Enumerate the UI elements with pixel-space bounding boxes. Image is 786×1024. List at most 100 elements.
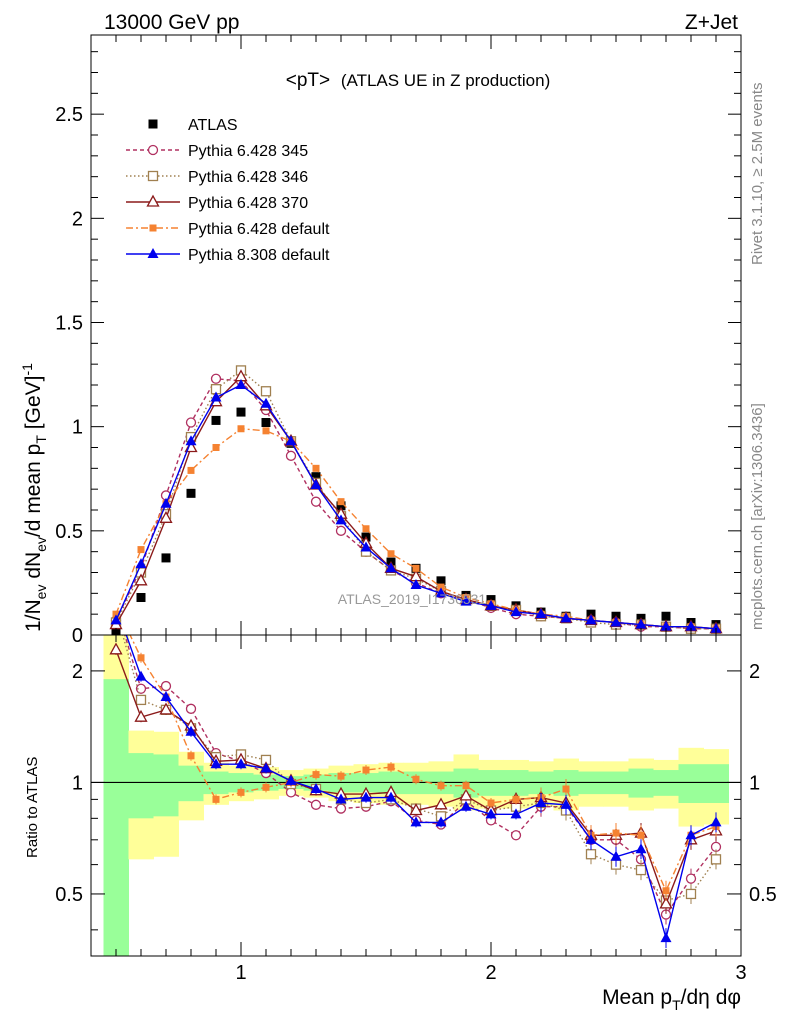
ratio-data-point (635, 864, 647, 876)
ratio-data-point (560, 798, 572, 809)
data-point (685, 620, 697, 631)
data-point (410, 579, 422, 589)
y-tick-label: 2.5 (55, 104, 83, 126)
ratio-data-point (485, 808, 497, 819)
data-point (437, 583, 445, 591)
uncertainty-band-1sigma (628, 768, 654, 798)
data-point (210, 391, 222, 402)
data-point (585, 614, 597, 625)
data-point (137, 546, 145, 554)
ratio-y-tick-label-right: 1 (749, 772, 760, 794)
data-point (310, 496, 322, 507)
data-point (187, 466, 195, 474)
ratio-data-point (109, 642, 123, 655)
legend: ATLAS Pythia 6.428 345 Pythia 6.428 346 Pyt… (126, 117, 330, 264)
main-y-axis-label: 1/Nev dNev/d mean pT [GeV]-1 (19, 363, 49, 632)
ratio-panel: 0.5 0.5 1 1 2 2 1 2 3 Ratio to ATLAS Mean pT/dη… (24, 634, 777, 1013)
ratio-data-point (635, 843, 647, 854)
legend-label: Pythia 6.428 345 (188, 143, 308, 160)
main-panel: 0 0.5 1 1.5 2 2.5 <pT> (ATLAS UE in Z product… (19, 34, 742, 647)
legend-marker (146, 194, 160, 207)
legend-marker (147, 170, 159, 182)
data-point (412, 564, 420, 572)
data-point (335, 514, 347, 525)
data-point (136, 593, 146, 602)
ratio-data-point (160, 680, 172, 692)
ratio-series-line (121, 635, 717, 902)
ratio-data-point (512, 795, 520, 803)
data-point (485, 599, 497, 610)
ratio-data-point (462, 782, 470, 790)
ratio-data-point (387, 763, 395, 771)
data-point (159, 510, 173, 523)
ratio-data-point (285, 787, 297, 798)
ratio-data-point (134, 709, 148, 722)
rivet-version-label: Rivet 3.1.10, ≥ 2.5M events (749, 83, 766, 266)
ratio-data-point (460, 800, 472, 811)
ratio-data-point (487, 799, 495, 807)
y-tick-label: 2 (72, 208, 83, 230)
main-plot-title-sub: (ATLAS UE in Z production) (341, 71, 550, 90)
data-point (110, 614, 122, 625)
data-point (135, 558, 147, 569)
ratio-data-point (510, 830, 522, 841)
header-final-state: Z+Jet (685, 11, 738, 34)
uncertainty-band-1sigma (103, 679, 129, 956)
ratio-data-point (662, 887, 670, 895)
data-point (610, 616, 622, 627)
ratio-data-point (312, 771, 320, 779)
ratio-data-point (310, 799, 322, 810)
ratio-data-point (562, 785, 570, 793)
data-point (212, 444, 220, 451)
data-point (436, 576, 446, 586)
data-point (362, 525, 370, 533)
ratio-data-point (160, 691, 172, 702)
ratio-y-tick-label: 2 (72, 661, 83, 683)
data-point (337, 498, 345, 506)
ratio-data-point (660, 932, 672, 943)
ratio-data-point (310, 782, 322, 793)
ratio-data-point (210, 758, 222, 769)
uncertainty-band-1sigma (678, 764, 704, 803)
data-point (285, 435, 297, 446)
series-5 (110, 379, 722, 633)
data-point (237, 425, 245, 433)
data-point (661, 611, 671, 621)
legend-label: Pythia 8.308 default (188, 247, 330, 264)
main-plot-title: <pT> (ATLAS UE in Z production) (286, 70, 551, 91)
uncertainty-band-1sigma (153, 754, 179, 817)
ratio-data-point (610, 850, 622, 861)
ratio-data-point (585, 849, 597, 860)
data-point (385, 562, 397, 573)
ratio-data-point (159, 702, 173, 715)
ratio-data-point (135, 683, 147, 694)
header-process: 13000 GeV pp (104, 11, 239, 34)
data-point (134, 573, 148, 586)
data-point (161, 553, 171, 563)
data-point (211, 415, 221, 425)
ratio-data-point (710, 816, 722, 827)
ratio-data-point (535, 796, 547, 807)
ratio-data-point (185, 725, 197, 736)
data-point (336, 501, 346, 511)
data-point (535, 608, 547, 619)
x-tick-label: 1 (235, 962, 246, 984)
y-tick-label: 1 (72, 417, 83, 439)
ratio-data-point (235, 758, 247, 769)
data-point (460, 595, 472, 606)
data-point (260, 386, 272, 397)
ratio-y-axis-label: Ratio to ATLAS (24, 757, 41, 858)
legend-marker (148, 119, 158, 129)
ratio-data-point (410, 816, 422, 827)
ratio-data-point (135, 694, 147, 706)
data-point (335, 525, 347, 536)
data-point (112, 610, 120, 618)
x-axis-label: Mean pT/dη dφ (602, 986, 741, 1013)
data-point (185, 435, 197, 446)
ratio-data-point (260, 762, 272, 773)
data-point (260, 397, 272, 408)
data-point (235, 379, 247, 389)
ratio-data-point (185, 703, 197, 714)
ratio-y-tick-label-right: 2 (749, 661, 760, 683)
ratio-data-point (685, 873, 697, 884)
